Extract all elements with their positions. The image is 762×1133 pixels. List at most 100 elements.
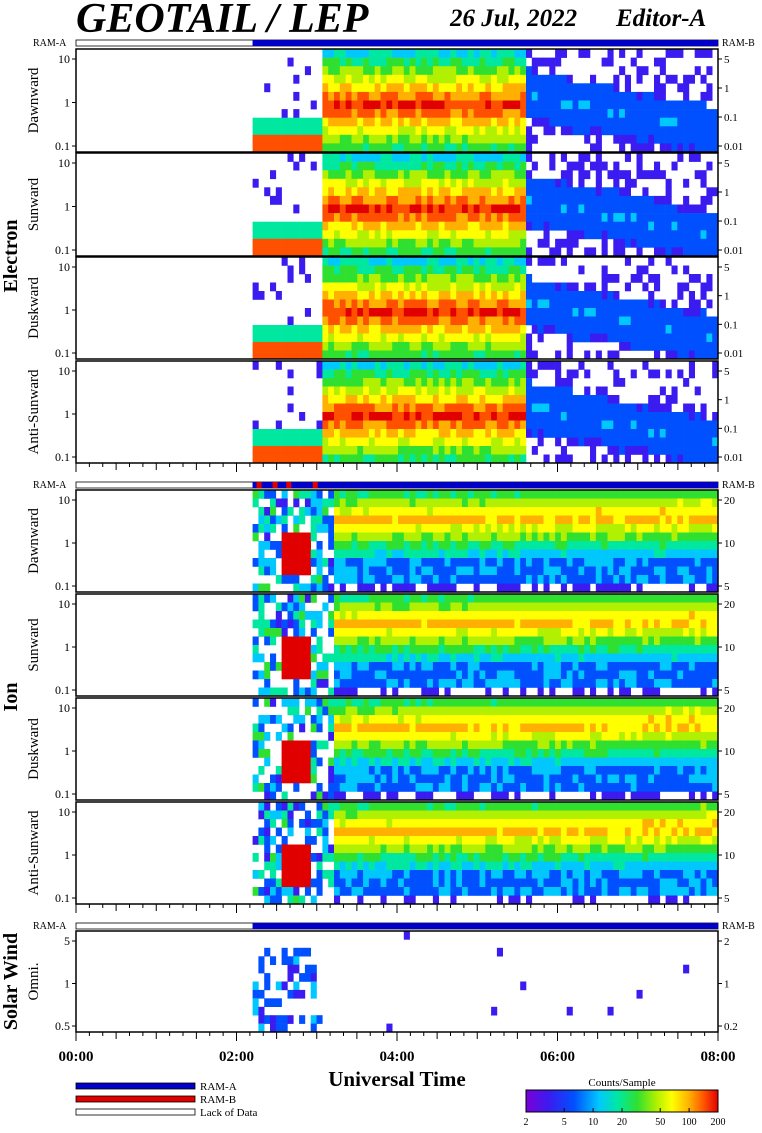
spectrogram-cell bbox=[549, 558, 555, 567]
spectrogram-cell bbox=[514, 378, 520, 387]
spectrogram-cell bbox=[328, 446, 334, 455]
spectrogram-cell bbox=[299, 645, 305, 654]
spectrogram-cell bbox=[485, 446, 491, 455]
spectrogram-cell bbox=[509, 438, 515, 447]
spectrogram-cell bbox=[357, 325, 363, 334]
spectrogram-cell bbox=[456, 247, 462, 256]
spectrogram-cell bbox=[631, 637, 637, 646]
spectrogram-cell bbox=[660, 58, 666, 67]
spectrogram-cell bbox=[590, 247, 596, 256]
spectrogram-cell bbox=[439, 412, 445, 421]
spectrogram-cell bbox=[619, 438, 625, 447]
spectrogram-cell bbox=[381, 274, 387, 283]
spectrogram-cell bbox=[450, 170, 456, 179]
spectrogram-cell bbox=[637, 92, 643, 101]
spectrogram-cell bbox=[381, 378, 387, 387]
spectrogram-cell bbox=[701, 594, 707, 603]
spectrogram-cell bbox=[427, 671, 433, 680]
spectrogram-cell bbox=[369, 499, 375, 508]
spectrogram-cell bbox=[642, 654, 648, 663]
spectrogram-cell bbox=[514, 283, 520, 292]
spectrogram-cell bbox=[491, 620, 497, 629]
spectrogram-cell bbox=[427, 490, 433, 499]
spectrogram-cell bbox=[282, 550, 288, 559]
spectrogram-cell bbox=[386, 594, 392, 603]
spectrogram-cell bbox=[375, 222, 381, 231]
spectrogram-cell bbox=[299, 741, 305, 750]
spectrogram-cell bbox=[381, 361, 387, 370]
spectrogram-cell bbox=[625, 533, 631, 542]
spectrogram-cell bbox=[514, 247, 520, 256]
spectrogram-cell bbox=[474, 118, 480, 127]
spectrogram-cell bbox=[514, 421, 520, 430]
spectrogram-cell bbox=[544, 541, 550, 550]
spectrogram-cell bbox=[608, 671, 614, 680]
spectrogram-cell bbox=[613, 594, 619, 603]
spectrogram-cell bbox=[677, 628, 683, 637]
spectrogram-cell bbox=[363, 222, 369, 231]
spectrogram-cell bbox=[514, 257, 520, 266]
spectrogram-cell bbox=[474, 325, 480, 334]
spectrogram-cell bbox=[584, 421, 590, 430]
spectrogram-cell bbox=[346, 118, 352, 127]
spectrogram-cell bbox=[485, 342, 491, 351]
spectrogram-cell bbox=[695, 49, 701, 58]
spectrogram-cell bbox=[596, 387, 602, 396]
spectrogram-cell bbox=[369, 404, 375, 413]
spectrogram-cell bbox=[322, 83, 328, 92]
spectrogram-cell bbox=[689, 118, 695, 127]
spectrogram-cell bbox=[590, 541, 596, 550]
spectrogram-cell bbox=[352, 378, 358, 387]
spectrogram-cell bbox=[660, 126, 666, 135]
spectrogram-cell bbox=[497, 412, 503, 421]
spectrogram-cell bbox=[578, 558, 584, 567]
spectrogram-cell bbox=[701, 75, 707, 84]
spectrogram-cell bbox=[270, 222, 276, 231]
spectrogram-cell bbox=[526, 567, 532, 576]
spectrogram-cell bbox=[706, 603, 712, 612]
spectrogram-cell bbox=[561, 153, 567, 162]
spectrogram-cell bbox=[334, 679, 340, 688]
spectrogram-cell bbox=[421, 429, 427, 438]
spectrogram-cell bbox=[328, 351, 334, 360]
spectrogram-cell bbox=[328, 516, 334, 525]
spectrogram-cell bbox=[509, 550, 515, 559]
spectrogram-cell bbox=[526, 101, 532, 110]
spectrogram-cell bbox=[253, 334, 259, 343]
spectrogram-cell bbox=[340, 628, 346, 637]
spectrogram-cell bbox=[375, 637, 381, 646]
spectrogram-cell bbox=[648, 395, 654, 404]
spectrogram-cell bbox=[445, 230, 451, 239]
spectrogram-cell bbox=[450, 575, 456, 584]
spectrogram-cell bbox=[340, 205, 346, 214]
spectrogram-cell bbox=[672, 135, 678, 144]
spectrogram-cell bbox=[672, 516, 678, 525]
spectrogram-cell bbox=[642, 541, 648, 550]
spectrogram-cell bbox=[602, 550, 608, 559]
spectrogram-cell bbox=[427, 387, 433, 396]
spectrogram-cell bbox=[450, 421, 456, 430]
spectrogram-cell bbox=[590, 603, 596, 612]
spectrogram-cell bbox=[648, 325, 654, 334]
spectrogram-cell bbox=[416, 83, 422, 92]
spectrogram-cell bbox=[485, 222, 491, 231]
y-tick-label: 1 bbox=[64, 303, 70, 317]
spectrogram-cell bbox=[654, 679, 660, 688]
spectrogram-cell bbox=[299, 620, 305, 629]
spectrogram-cell bbox=[520, 558, 526, 567]
spectrogram-cell bbox=[637, 594, 643, 603]
spectrogram-cell bbox=[445, 126, 451, 135]
spectrogram-cell bbox=[520, 126, 526, 135]
spectrogram-cell bbox=[340, 446, 346, 455]
spectrogram-cell bbox=[497, 49, 503, 58]
spectrogram-cell bbox=[642, 620, 648, 629]
spectrogram-cell bbox=[701, 213, 707, 222]
spectrogram-cell bbox=[602, 317, 608, 326]
spectrogram-cell bbox=[311, 584, 317, 593]
spectrogram-cell bbox=[526, 274, 532, 283]
spectrogram-cell bbox=[404, 239, 410, 248]
spectrogram-cell bbox=[602, 58, 608, 67]
spectrogram-cell bbox=[631, 620, 637, 629]
spectrogram-cell bbox=[625, 662, 631, 671]
spectrogram-cell bbox=[369, 291, 375, 300]
